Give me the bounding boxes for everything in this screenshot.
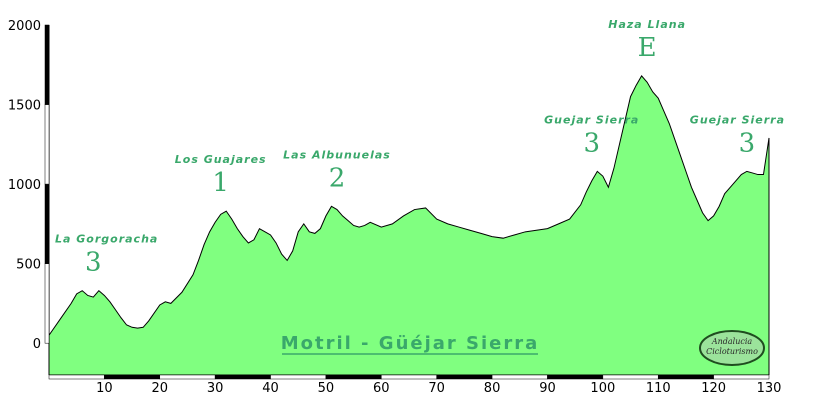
axis-layer: 0 500 1000 1500 2000 10 20 30 40 50 60 70 80 90 100 110… xyxy=(8,19,782,396)
x-tick-label: 60 xyxy=(373,381,390,396)
pass-category-label: 1 xyxy=(212,168,229,198)
route-title-group: Motril - Güéjar Sierra xyxy=(281,333,540,355)
logo-text-line-1: Andalucia xyxy=(711,337,753,346)
logo-ellipse xyxy=(699,330,765,366)
pass-name-label: Los Guajares xyxy=(175,153,267,166)
x-scale-segment xyxy=(214,374,271,380)
x-scale-segment xyxy=(381,374,437,380)
elevation-line xyxy=(48,75,770,336)
x-tick-label: 90 xyxy=(539,381,556,396)
pass-name-label: Guejar Sierra xyxy=(690,113,785,126)
x-scale-segment xyxy=(547,374,604,380)
x-tick-label: 110 xyxy=(646,381,671,396)
logo-text-line-2: Cicloturismo xyxy=(706,347,758,356)
pass-category-label: 3 xyxy=(583,128,600,158)
pass-category-label: E xyxy=(638,33,657,63)
x-tick-label: 10 xyxy=(96,381,113,396)
x-scale-segment xyxy=(657,374,714,380)
x-scale-segment xyxy=(602,374,659,380)
x-tick-label: 30 xyxy=(207,381,224,396)
x-tick-label: 40 xyxy=(262,381,279,396)
y-scale-segment xyxy=(44,24,50,105)
pass-name-label: Las Albunuelas xyxy=(283,148,391,161)
x-tick-label: 100 xyxy=(590,381,615,396)
x-scale-segment xyxy=(436,374,493,380)
pass-name-label: Guejar Sierra xyxy=(544,113,639,126)
y-tick-label: 2000 xyxy=(8,19,41,34)
x-scale-segment xyxy=(325,374,382,380)
y-tick-label: 0 xyxy=(33,337,41,352)
x-scale-segment xyxy=(159,374,216,380)
x-scale-segment xyxy=(270,374,327,380)
x-tick-label: 50 xyxy=(318,381,335,396)
pass-name-label: Haza Llana xyxy=(608,18,686,31)
x-scale-segment xyxy=(713,374,770,380)
andalucia-cicloturismo-logo: Andalucia Cicloturismo xyxy=(699,330,765,366)
y-tick-label: 500 xyxy=(16,258,41,273)
y-tick-label: 1500 xyxy=(8,99,41,114)
pass-category-label: 3 xyxy=(85,248,102,278)
x-tick-label: 130 xyxy=(757,381,782,396)
pass-category-label: 3 xyxy=(739,128,756,158)
y-scale-segment xyxy=(44,104,50,185)
y-scale-segment xyxy=(44,183,50,264)
route-title: Motril - Güéjar Sierra xyxy=(281,333,540,354)
pass-category-label: 2 xyxy=(329,163,346,193)
pass-name-label: La Gorgoracha xyxy=(55,233,158,246)
y-scale-segment xyxy=(44,263,50,344)
x-scale-segment xyxy=(104,374,161,380)
x-scale-segment xyxy=(491,374,548,380)
elevation-area xyxy=(49,75,769,375)
x-scale-segment xyxy=(48,374,105,380)
elevation-area-layer xyxy=(48,75,770,375)
x-tick-label: 20 xyxy=(151,381,168,396)
x-tick-label: 70 xyxy=(428,381,445,396)
x-tick-label: 80 xyxy=(484,381,501,396)
y-tick-label: 1000 xyxy=(8,178,41,193)
pass-annotations: La Gorgoracha 3 Los Guajares 1 Las Albunuela… xyxy=(55,18,785,278)
x-tick-label: 120 xyxy=(701,381,726,396)
